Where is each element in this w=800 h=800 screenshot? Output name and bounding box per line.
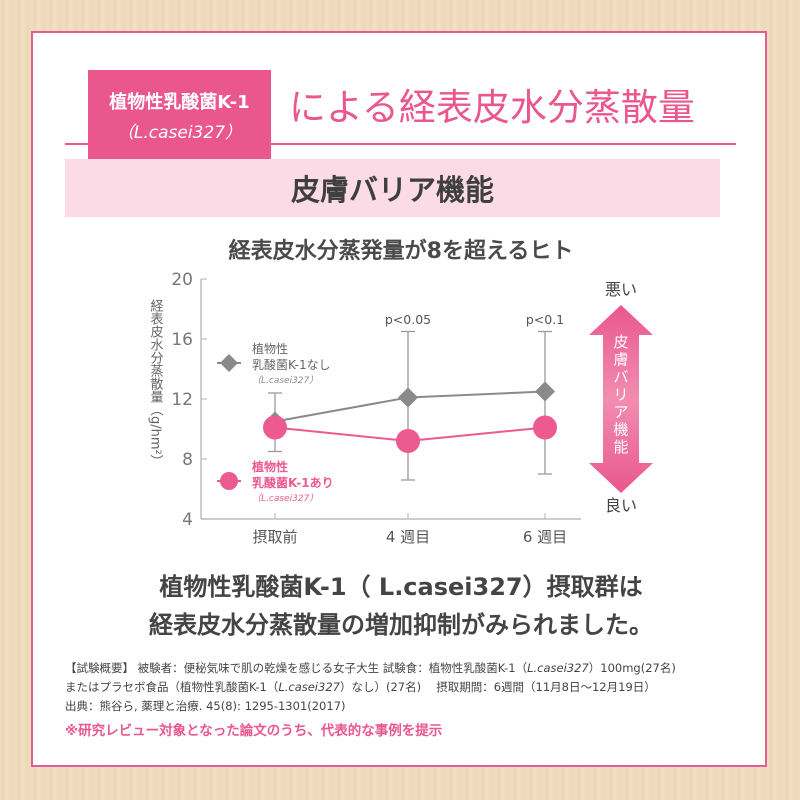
notes-line-1-text: 【試験概要】 被験者：便秘気味で肌の乾燥を感じる女子大生 試験食：植物性乳酸菌K… xyxy=(65,661,528,675)
legend-label-2b: 乳酸菌K-1あり xyxy=(252,475,334,490)
legend-label-1a: 植物性 xyxy=(252,341,288,356)
y-tick-label: 16 xyxy=(171,330,193,350)
data-point-circle xyxy=(533,415,557,440)
y-tick-label: 8 xyxy=(182,450,193,470)
notes-line-1-strain: L.casei327 xyxy=(527,661,589,675)
scale-label-char: 皮 xyxy=(613,333,628,351)
legend-strain-2: （L.casei327） xyxy=(252,493,318,504)
legend-label-2a: 植物性 xyxy=(251,459,288,474)
notes-line-2: またはプラセボ食品（植物性乳酸菌K-1（L.casei327）なし）(27名) … xyxy=(65,678,755,697)
y-axis-label: 経表皮水分蒸散量（g/hm²） xyxy=(148,299,164,468)
scale-label-char: バ xyxy=(613,368,628,386)
data-point-diamond xyxy=(398,387,418,408)
conclusion-line-2: 経表皮水分蒸散量の増加抑制がみられました。 xyxy=(149,611,653,639)
scale-arrow xyxy=(589,305,653,493)
legend-label-1b: 乳酸菌K-1なし xyxy=(252,357,331,372)
badge-line-2: （L.casei327） xyxy=(116,122,243,143)
ingredient-badge: 植物性乳酸菌K-1 （L.casei327） xyxy=(88,70,271,160)
section-band: 皮膚バリア機能 xyxy=(65,159,720,217)
notes-line-3: 出典：熊谷ら, 薬理と治療. 45(8): 1295-1301(2017) xyxy=(65,699,346,713)
conclusion-line-1: 植物性乳酸菌K-1（ L.casei327）摂取群は xyxy=(159,573,643,601)
scale-top-label: 悪い xyxy=(605,280,637,299)
y-tick-label: 20 xyxy=(171,270,193,290)
line-chart: 4 8 12 16 20 摂取前 4 週目 6 週目 経表皮水分蒸散量（g/hm²） p<0.05… xyxy=(148,270,653,546)
footnote: ※研究レビュー対象となった論文のうち、代表的な事例を提示 xyxy=(65,723,443,739)
p-value-annotation: p<0.1 xyxy=(526,312,564,327)
notes-line-2-strain: L.casei327 xyxy=(278,680,340,694)
data-point-diamond xyxy=(535,381,555,402)
notes-line-1: 【試験概要】 被験者：便秘気味で肌の乾燥を感じる女子大生 試験食：植物性乳酸菌K… xyxy=(65,659,755,678)
content-card: 植物性乳酸菌K-1 （L.casei327） による経表皮水分蒸散量 皮膚バリア… xyxy=(31,31,767,767)
scale-label-char: リ xyxy=(613,386,628,404)
badge-line-1: 植物性乳酸菌K-1 xyxy=(109,91,250,113)
data-point-circle xyxy=(263,415,287,440)
notes-line-1-dose: ）100mg(27名) xyxy=(588,661,676,675)
x-tick-label: 4 週目 xyxy=(386,528,430,546)
p-value-annotation: p<0.05 xyxy=(385,312,431,327)
chart-title: 経表皮水分蒸発量が8を超えるヒト xyxy=(228,239,574,264)
y-tick-label: 12 xyxy=(171,390,193,410)
notes-line-2-period: ）なし）(27名) 摂取期間：6週間（11月8日〜12月19日） xyxy=(339,680,656,694)
scale-label-char: 能 xyxy=(613,438,628,456)
legend-marker-diamond xyxy=(220,354,238,372)
scale-label-char: 膚 xyxy=(613,351,628,369)
scale-bottom-label: 良い xyxy=(605,496,637,515)
x-tick-label: 6 週目 xyxy=(523,528,567,546)
page-title: による経表皮水分蒸散量 xyxy=(289,86,695,129)
conclusion: 植物性乳酸菌K-1（ L.casei327）摂取群は 経表皮水分蒸散量の増加抑制… xyxy=(33,568,769,644)
legend-marker-circle xyxy=(220,472,238,490)
scale-label-char: 機 xyxy=(613,421,628,439)
title-underline xyxy=(65,143,736,145)
data-point-circle xyxy=(396,429,420,453)
study-notes: 【試験概要】 被験者：便秘気味で肌の乾燥を感じる女子大生 試験食：植物性乳酸菌K… xyxy=(65,659,755,716)
legend-strain-1: （L.casei327） xyxy=(252,375,318,386)
notes-line-2-text: またはプラセボ食品（植物性乳酸菌K-1（ xyxy=(65,680,279,694)
scale-label-char: ア xyxy=(613,403,628,421)
x-tick-label: 摂取前 xyxy=(252,528,297,546)
y-tick-label: 4 xyxy=(182,510,193,530)
